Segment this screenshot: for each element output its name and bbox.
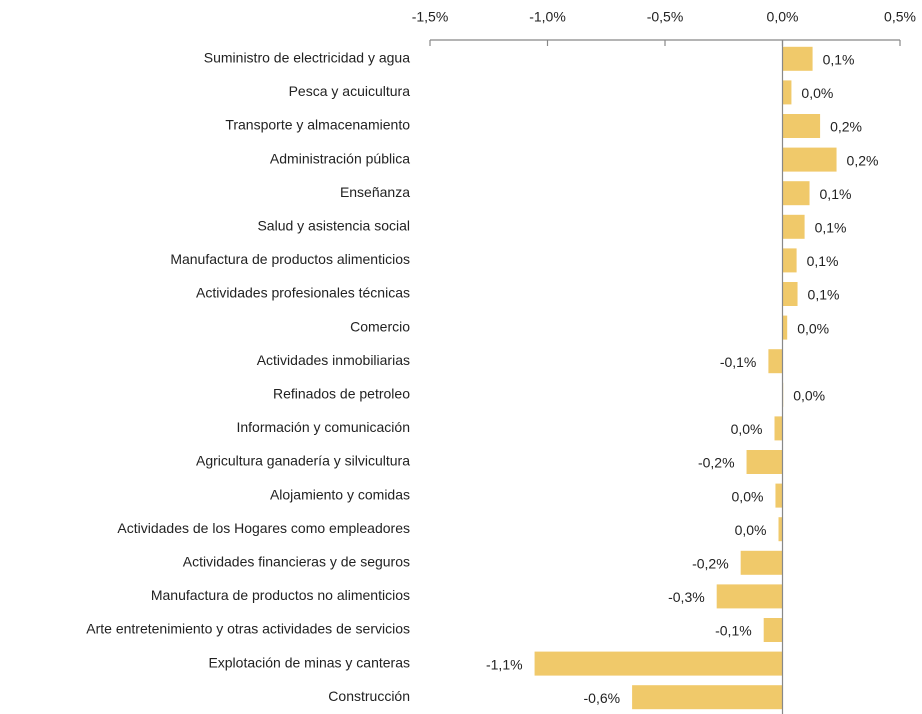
bar: [782, 315, 788, 340]
bar: [782, 147, 837, 172]
category-label: Alojamiento y comidas: [270, 486, 410, 502]
bar: [782, 214, 805, 239]
value-label: -0,1%: [720, 354, 757, 370]
category-label: Actividades financieras y de seguros: [183, 554, 410, 570]
bar: [768, 349, 783, 374]
x-tick-label: 0,5%: [884, 9, 916, 25]
bar: [716, 584, 783, 609]
category-label: Actividades profesionales técnicas: [196, 285, 410, 301]
bar: [763, 618, 783, 642]
value-label: 0,2%: [830, 119, 862, 135]
x-tick-label: -0,5%: [647, 9, 684, 25]
value-label: 0,0%: [793, 388, 825, 404]
value-label: 0,0%: [735, 522, 767, 538]
value-label: -0,3%: [668, 589, 705, 605]
value-label: 0,0%: [732, 488, 764, 504]
x-tick-label: -1,0%: [529, 9, 566, 25]
value-label: -1,1%: [486, 656, 523, 672]
value-label: -0,2%: [692, 556, 729, 572]
x-tick-label: 0,0%: [767, 9, 799, 25]
bar: [775, 483, 783, 508]
bar: [782, 248, 797, 273]
category-label: Manufactura de productos alimenticios: [170, 251, 410, 267]
value-label: 0,2%: [847, 152, 879, 168]
x-tick-label: -1,5%: [412, 9, 449, 25]
value-label: 0,0%: [731, 421, 763, 437]
bar: [782, 114, 821, 138]
category-label: Suministro de electricidad y agua: [204, 50, 410, 66]
value-label: 0,0%: [801, 85, 833, 101]
value-label: 0,1%: [808, 287, 840, 303]
category-label: Comercio: [350, 318, 410, 334]
bar: [782, 282, 798, 306]
value-label: 0,1%: [820, 186, 852, 202]
category-label: Pesca y acuicultura: [289, 83, 411, 99]
category-label: Arte entretenimiento y otras actividades…: [86, 621, 410, 637]
bar: [782, 46, 813, 71]
value-label: 0,1%: [823, 52, 855, 68]
category-label: Manufactura de productos no alimenticios: [151, 587, 410, 603]
category-label: Actividades inmobiliarias: [257, 352, 410, 368]
category-label: Salud y asistencia social: [257, 218, 410, 234]
bar: [534, 651, 783, 676]
value-label: -0,1%: [715, 623, 752, 639]
category-label: Información y comunicación: [236, 419, 410, 435]
value-label: 0,1%: [815, 220, 847, 236]
category-label: Explotación de minas y canteras: [208, 654, 410, 670]
category-label: Transporte y almacenamiento: [225, 117, 410, 133]
bar: [746, 450, 783, 474]
bar: [782, 181, 810, 206]
category-label: Enseñanza: [340, 184, 410, 200]
category-label: Administración pública: [270, 150, 410, 166]
category-label: Actividades de los Hogares como empleado…: [117, 520, 410, 536]
bar: [774, 416, 783, 441]
bar: [782, 80, 792, 105]
bar: [740, 550, 783, 575]
value-label: 0,0%: [797, 320, 829, 336]
bar: [778, 517, 783, 542]
value-label: -0,6%: [584, 690, 621, 706]
category-label: Refinados de petroleo: [273, 386, 410, 402]
bar: [632, 685, 783, 710]
category-label: Agricultura ganadería y silvicultura: [196, 453, 410, 469]
value-label: -0,2%: [698, 455, 735, 471]
category-label: Construcción: [328, 688, 410, 704]
value-label: 0,1%: [807, 253, 839, 269]
